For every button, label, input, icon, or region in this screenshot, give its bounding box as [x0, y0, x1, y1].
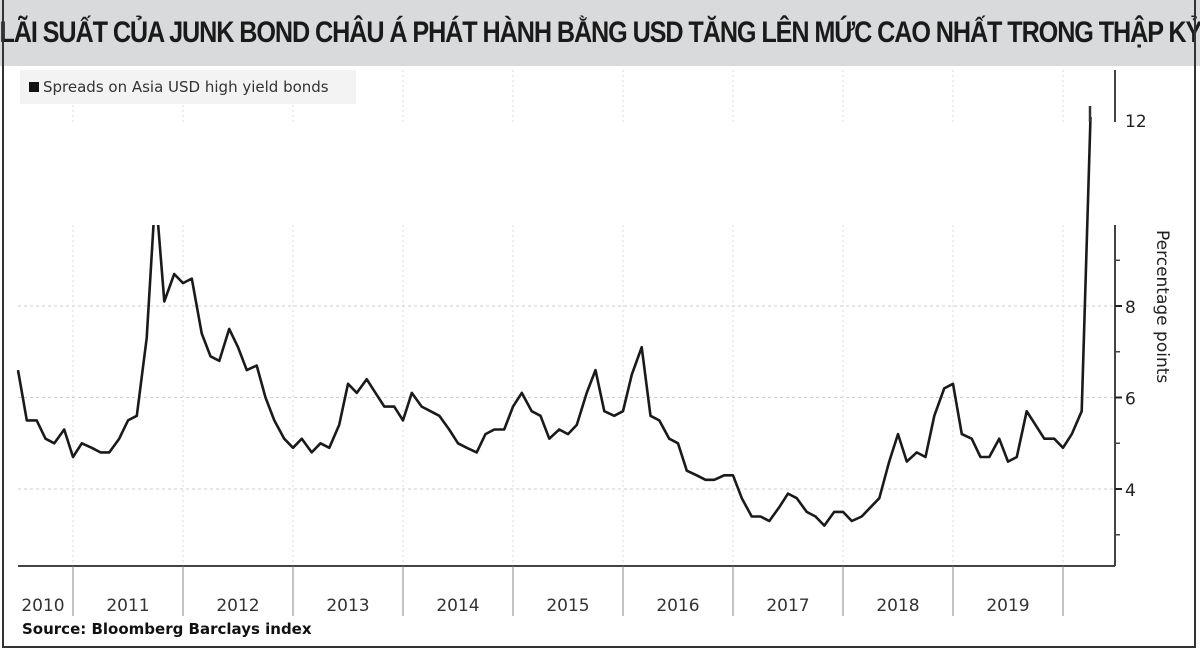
series-line: [16, 116, 1092, 527]
x-tick-label: 2015: [546, 596, 589, 616]
y-tick-label: 8: [1125, 298, 1136, 318]
x-axis-labels: 2010 2011 2012 2013 2014 2015 2016 2017 2018 2019: [21, 596, 1029, 616]
x-tick-label: 2017: [766, 596, 809, 616]
title-bar: LÃI SUẤT CỦA JUNK BOND CHÂU Á PHÁT HÀNH …: [0, 0, 1200, 66]
y-axis-labels: 4 6 8 12: [1125, 112, 1147, 501]
x-tick-label: 2018: [876, 596, 919, 616]
y-axis-title: Percentage points: [1152, 230, 1172, 383]
chart-title: LÃI SUẤT CỦA JUNK BOND CHÂU Á PHÁT HÀNH …: [0, 16, 1200, 49]
legend: Spreads on Asia USD high yield bonds: [20, 70, 356, 104]
x-tick-label: 2013: [326, 596, 369, 616]
line-chart: 2010 2011 2012 2013 2014 2015 2016 2017 2018 2019…: [15, 70, 1172, 616]
legend-swatch-icon: [29, 82, 39, 92]
x-tick-label: 2019: [986, 596, 1029, 616]
gridlines: [18, 70, 1115, 566]
legend-label: Spreads on Asia USD high yield bonds: [43, 78, 329, 96]
y-tick-label: 4: [1125, 481, 1136, 501]
x-tick-label: 2012: [216, 596, 259, 616]
y-tick-label: 6: [1125, 390, 1136, 410]
x-tick-label: 2011: [106, 596, 149, 616]
x-tick-label: 2010: [21, 596, 64, 616]
source-note: Source: Bloomberg Barclays index: [22, 620, 312, 638]
y-tick-label: 12: [1125, 112, 1147, 132]
axes: [18, 70, 1122, 616]
x-tick-label: 2014: [436, 596, 479, 616]
gap-mask-line: [15, 122, 1075, 225]
x-tick-label: 2016: [656, 596, 699, 616]
